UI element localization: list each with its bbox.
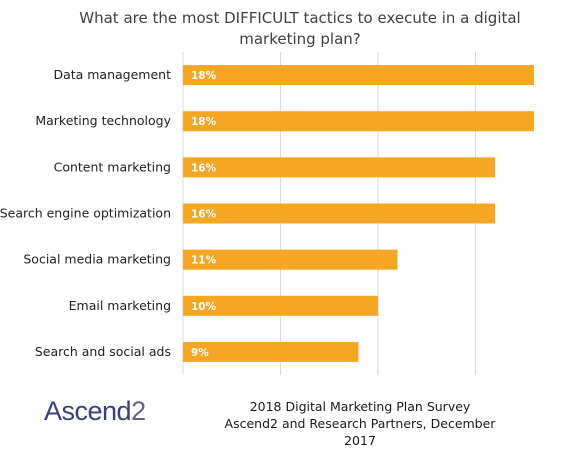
data-label: 18% [191,116,217,128]
bar [183,203,495,224]
category-label: Marketing technology [35,113,171,128]
bar [183,341,359,362]
logo-suffix: 2 [131,396,146,426]
bar [183,249,398,270]
category-label: Social media marketing [23,252,171,267]
data-label: 10% [191,301,217,313]
bar [183,111,534,132]
bar [183,65,534,86]
bar [183,157,495,178]
logo-text: Ascend [44,396,132,426]
bar [183,295,378,316]
data-label: 11% [191,255,217,267]
category-label: Email marketing [69,298,171,313]
category-label: Content marketing [54,159,171,174]
data-label: 9% [191,347,209,359]
category-label: Data management [53,67,171,82]
source-line-1: 2018 Digital Marketing Plan Survey [249,399,471,414]
data-label: 18% [191,70,217,82]
category-label: Search engine optimization [0,206,171,221]
ascend2-logo: Ascend2 [44,396,146,427]
data-label: 16% [191,209,217,221]
chart-title: What are the most DIFFICULT tactics to e… [79,9,521,48]
category-label: Search and social ads [35,344,171,359]
source-note: 2018 Digital Marketing Plan Survey Ascen… [220,398,500,449]
data-label: 16% [191,162,217,174]
